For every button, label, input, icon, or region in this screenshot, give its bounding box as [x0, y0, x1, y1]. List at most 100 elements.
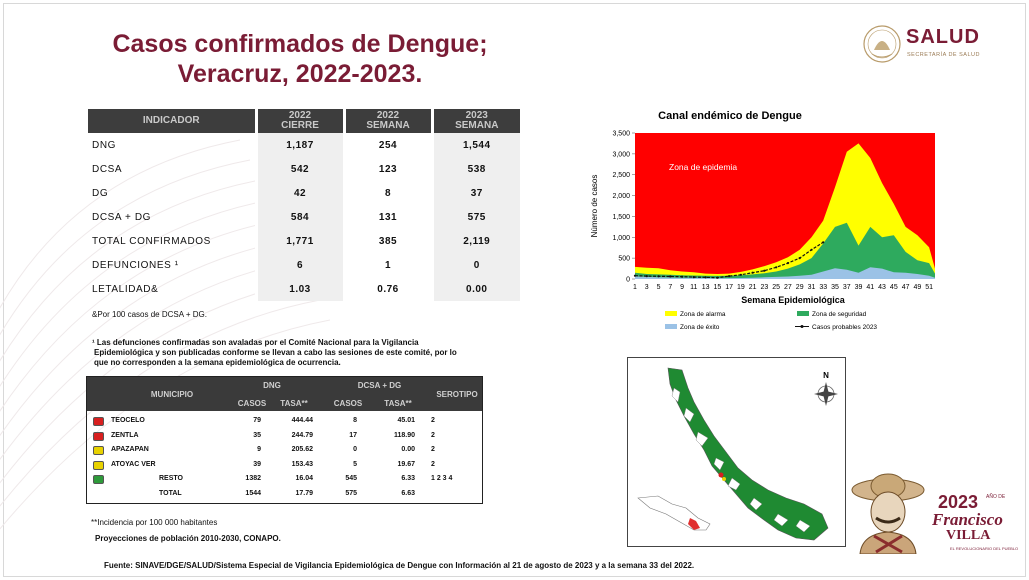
chart-xtick-label: 39: [855, 284, 863, 291]
chart-point-probables: [716, 276, 719, 279]
status-color-square: [93, 431, 104, 441]
indicator-value: 2,119: [430, 229, 520, 253]
chart-legend-swatch: [665, 311, 677, 316]
municipio-casos1: 1382: [245, 475, 261, 482]
logo-subtitle: SECRETARÍA DE SALUD: [907, 52, 980, 58]
chart-xtick-label: 1: [633, 284, 637, 291]
chart-xtick-label: 33: [819, 284, 827, 291]
chart-xtick-label: 9: [680, 284, 684, 291]
indicator-label: DEFUNCIONES ¹: [92, 259, 179, 271]
chart-ytick-label: 0: [626, 277, 630, 284]
indicator-value: 1,187: [254, 133, 344, 157]
compass-north-icon: N: [814, 371, 838, 406]
chart-xtick-label: 41: [866, 284, 874, 291]
note-proyecciones: Proyecciones de población 2010-2030, CON…: [95, 534, 281, 543]
villa-name-1: Francisco: [932, 510, 1003, 529]
chart-xtick-label: 27: [784, 284, 792, 291]
municipio-name: TOTAL: [159, 489, 182, 497]
villa-small: AÑO DE: [986, 494, 1006, 500]
chart-point-probables: [669, 275, 672, 278]
chart-ytick-label: 500: [618, 256, 630, 263]
chart-ylabel: Número de casos: [590, 175, 599, 238]
municipio-tasa1: 153.43: [291, 460, 313, 468]
municipio-casos2: 5: [353, 460, 357, 468]
chart-legend-label: Zona de seguridad: [812, 311, 867, 318]
municipio-name: ZENTLA: [111, 431, 139, 439]
header-casos-dng: CASOS: [237, 399, 267, 408]
villa-tagline: EL REVOLUCIONARIO DEL PUEBLO: [950, 546, 1019, 551]
indicator-value: 6: [254, 253, 344, 277]
slide-border: [3, 3, 1026, 577]
source-footer: Fuente: SINAVE/DGE/SALUD/Sistema Especia…: [104, 561, 695, 570]
municipio-casos2: 575: [345, 489, 357, 497]
chart-ytick-label: 3,500: [612, 131, 630, 138]
municipio-sero: 2: [431, 417, 435, 424]
chart-ytick-label: 3,000: [612, 151, 630, 158]
chart-ytick-label: 2,500: [612, 172, 630, 179]
municipio-tasa2: 19.67: [397, 460, 415, 468]
indicator-row: DNG 1,187 254 1,544: [88, 133, 520, 157]
chart-xtick-label: 29: [796, 284, 804, 291]
coat-of-arms-icon: [863, 25, 901, 63]
chart-legend: Zona de alarma Zona de seguridad Zona de é…: [665, 311, 877, 331]
chart-point-probables: [657, 275, 660, 278]
status-color-square: [93, 417, 104, 426]
municipio-row: TOTAL 1544 17.79 575 6.63: [87, 487, 482, 502]
chart-point-probables: [775, 266, 778, 269]
chart-point-probables: [645, 275, 648, 278]
page-title-line1: Casos confirmados de Dengue;: [112, 30, 488, 58]
map-drawing: N: [637, 367, 838, 541]
indicator-value: 538: [430, 157, 520, 181]
municipio-tasa2: 6.33: [401, 475, 415, 482]
header-municipio: MUNICIPIO: [150, 390, 194, 399]
compass-north-label: N: [823, 371, 829, 380]
status-color-square: [93, 460, 104, 470]
indicator-label: DNG: [92, 139, 117, 151]
mexico-inset-shape: [637, 495, 711, 531]
header-serotipo: SEROTIPO: [436, 390, 478, 399]
note-defunciones-1: ¹ Las defunciones confirmadas son avalad…: [92, 338, 419, 347]
indicator-label: TOTAL CONFIRMADOS: [92, 235, 211, 247]
note-defunciones-2: Epidemiológica y son publicadas conforme…: [94, 348, 457, 357]
indicator-value: 575: [430, 205, 520, 229]
indicator-value: 254: [342, 133, 432, 157]
chart-point-probables: [810, 248, 813, 251]
chart-legend-label: Zona de éxito: [680, 324, 720, 331]
municipio-tasa2: 6.63: [401, 489, 415, 497]
note-letalidad: &Por 100 casos de DCSA + DG.: [92, 310, 207, 319]
chart-xtick-label: 19: [737, 284, 745, 291]
endemic-channel-chart: Canal endémico de Dengue 0 500 1,000 1,500 2…: [590, 110, 935, 331]
municipio-tasa2: 118.90: [393, 431, 415, 439]
chart-point-probables: [751, 271, 754, 274]
header-dng: DNG: [263, 381, 281, 390]
villa-name-2: VILLA: [946, 528, 991, 543]
indicator-value: 0.00: [430, 277, 520, 301]
veracruz-map: N: [627, 357, 846, 547]
chart-point-probables: [692, 276, 695, 279]
header-2023-semana: 2023 SEMANA: [430, 109, 520, 133]
chart-point-probables: [786, 262, 789, 265]
chart-point-probables: [739, 273, 742, 276]
chart-xtick-label: 5: [657, 284, 661, 291]
indicator-value: 1,771: [254, 229, 344, 253]
villa-portrait-icon: [851, 473, 925, 555]
chart-xtick-label: 43: [878, 284, 886, 291]
municipio-sero: 2: [431, 446, 435, 453]
municipio-casos1: 39: [253, 460, 261, 468]
municipio-name: APAZAPAN: [111, 446, 149, 453]
map-red-marker: [718, 472, 724, 478]
municipio-casos2: 17: [349, 431, 357, 439]
municipio-sero: 2: [431, 460, 435, 468]
chart-area-exito: [635, 267, 935, 279]
indicator-label: DG: [92, 187, 109, 199]
indicator-value: 584: [254, 205, 344, 229]
indicator-row: LETALIDAD& 1.03 0.76 0.00: [88, 277, 520, 301]
municipio-casos2: 545: [345, 475, 357, 482]
chart-xtick-label: 11: [690, 284, 697, 291]
municipio-name: ATOYAC VER: [111, 460, 156, 468]
municipio-name: TEOCELO: [111, 417, 145, 424]
chart-xtick-label: 51: [925, 284, 933, 291]
indicator-value: 37: [430, 181, 520, 205]
